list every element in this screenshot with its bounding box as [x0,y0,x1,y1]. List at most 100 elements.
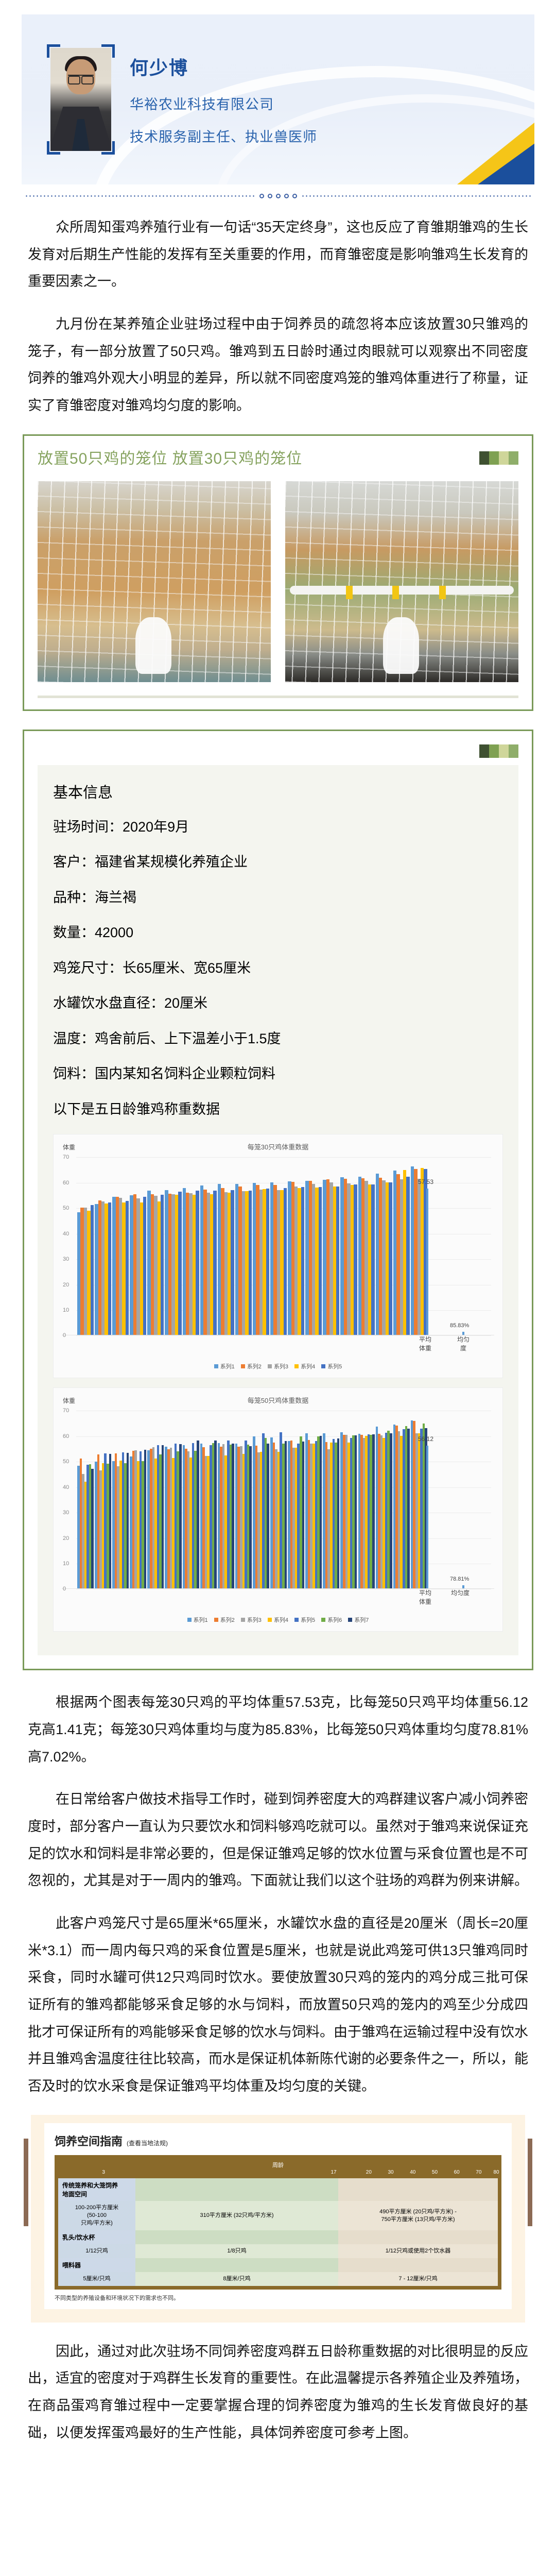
chart-1-plot: 0 10 20 30 40 50 60 70 57.53 85.83% [62,1154,494,1338]
legend-label: 系列3 [247,1617,262,1624]
bar [133,1194,137,1335]
chart-2-bars [77,1411,427,1589]
bar-group [305,1181,322,1335]
bar [410,1420,413,1589]
chart-1-average-bar [426,1189,428,1335]
drinker-nipple-icon [345,585,353,599]
bar [222,1444,225,1589]
bar-group [323,1179,340,1335]
bar [150,1194,154,1335]
bar [393,1425,396,1589]
y-axis-tick: 70 [63,1408,70,1414]
guide-cell-feeder-right: 7 - 12厘米/只鸡 [338,2272,498,2286]
bar [245,1191,249,1335]
guide-section-fill [135,2230,338,2244]
bar [332,1438,335,1589]
bar [172,1458,175,1589]
bar-group [235,1440,252,1589]
bar [308,1181,312,1335]
bar [247,1444,250,1589]
bar [360,1434,363,1589]
swatch-pale-green [499,451,509,465]
bar [89,1464,92,1589]
paragraph-calculation: 此客户鸡笼尺寸是65厘米*65厘米，水罐饮水盘的直径是20厘米（周长=20厘米*… [28,1915,528,2094]
bar [362,1438,366,1589]
paragraph-case-background: 九月份在某养殖企业驻场过程中由于饲养员的疏忽将本应该放置30只雏鸡的笼子，有一部… [28,316,528,413]
bar [194,1451,197,1589]
guide-tick: 50 [431,2170,438,2176]
bar [91,1469,94,1589]
bar-group [375,1173,392,1335]
bar [307,1439,310,1589]
guide-tick: 80 [493,2170,499,2176]
guide-title: 饲养空间指南 [55,2135,123,2148]
bar [165,1447,168,1589]
bar [256,1184,259,1335]
guide-tick: 70 [476,2170,482,2176]
guide-section-row: 传统笼养和大笼饲养 地面空间 [58,2178,498,2201]
dot-divider [25,194,531,198]
bar [143,1196,147,1335]
bar [323,1433,325,1589]
legend-label: 系列1 [220,1364,235,1370]
guide-cell-drinker-left: 1/12只鸡 [58,2244,135,2258]
guide-header-ticks: 3 17 20 30 40 50 60 70 80 [58,2169,499,2177]
guide-footnote: 不同类型的养殖设备和环境状况下的需求也不同。 [55,2295,179,2301]
guide-tick: 20 [366,2170,372,2176]
bar [282,1443,285,1589]
bar [196,1191,199,1335]
info-heading: 基本信息 [53,784,113,801]
bar-group [252,1433,269,1589]
bar [109,1453,112,1589]
swatch-mid-green [509,744,518,758]
bar [252,1182,256,1335]
bar [147,1190,151,1335]
paragraph-summary: 因此，通过对此次驻场不同饲养密度鸡群五日龄称重数据的对比很明显的反应出，适宜的密… [28,2343,528,2441]
photo-cage-30-birds [285,481,518,682]
bar [235,1443,238,1589]
chart-2-ylabel: 体重 [63,1397,76,1405]
table-row: 5厘米/只鸡 8厘米/只鸡 7 - 12厘米/只鸡 [58,2272,498,2286]
gridline [76,1335,491,1336]
bar [80,1208,84,1335]
guide-tick: 30 [388,2170,394,2176]
chart-cage-50: 体重 每笼50只鸡体重数据 0 10 20 30 40 50 60 70 56.12 78.8… [53,1387,503,1632]
y-axis-tick: 50 [63,1205,70,1212]
bar [106,1464,109,1589]
legend-label: 系列4 [273,1617,289,1624]
bar [358,1434,361,1589]
bar [119,1461,122,1589]
chart-2-summary-zone: 56.12 78.81% [413,1411,490,1589]
bar-group [182,1440,199,1589]
bar [291,1181,294,1335]
chart-1-legend: 系列1 系列2 系列3 系列4 系列5 [62,1359,494,1372]
bar [345,1435,348,1589]
bar [99,1470,102,1589]
chart-2-plot: 0 10 20 30 40 50 60 70 56.12 78.81% [62,1408,494,1592]
guide-table: 周龄 3 17 20 30 40 50 60 70 80 传统笼养和大笼饲养 地面空间 100-2… [55,2155,501,2290]
y-axis-tick: 0 [63,1586,66,1592]
author-name: 何少博 [130,57,189,78]
photo-cage-50-birds [38,481,271,682]
legend-swatch [240,1618,245,1622]
bar-group [340,1177,357,1335]
bar [152,1447,155,1589]
bar [84,1481,87,1589]
divider-circles [259,194,297,198]
bar [335,1443,337,1589]
info-line-date: 驻场时间：2020年9月 [53,819,189,835]
bar [348,1442,350,1589]
bar [154,1459,157,1589]
bar-group [235,1183,252,1335]
bar [189,1193,193,1335]
bar [383,1437,385,1589]
guide-subtitle: (查看当地法规) [127,2140,168,2147]
bar [117,1466,119,1589]
chart-2-uniformity-label: 78.81% [450,1576,470,1583]
bar [217,1183,221,1335]
bar [333,1187,336,1335]
bar [385,1433,388,1589]
gridline [76,1157,491,1158]
bar [272,1443,275,1589]
info-line-chart-intro: 以下是五日龄雏鸡称重数据 [53,1101,220,1117]
